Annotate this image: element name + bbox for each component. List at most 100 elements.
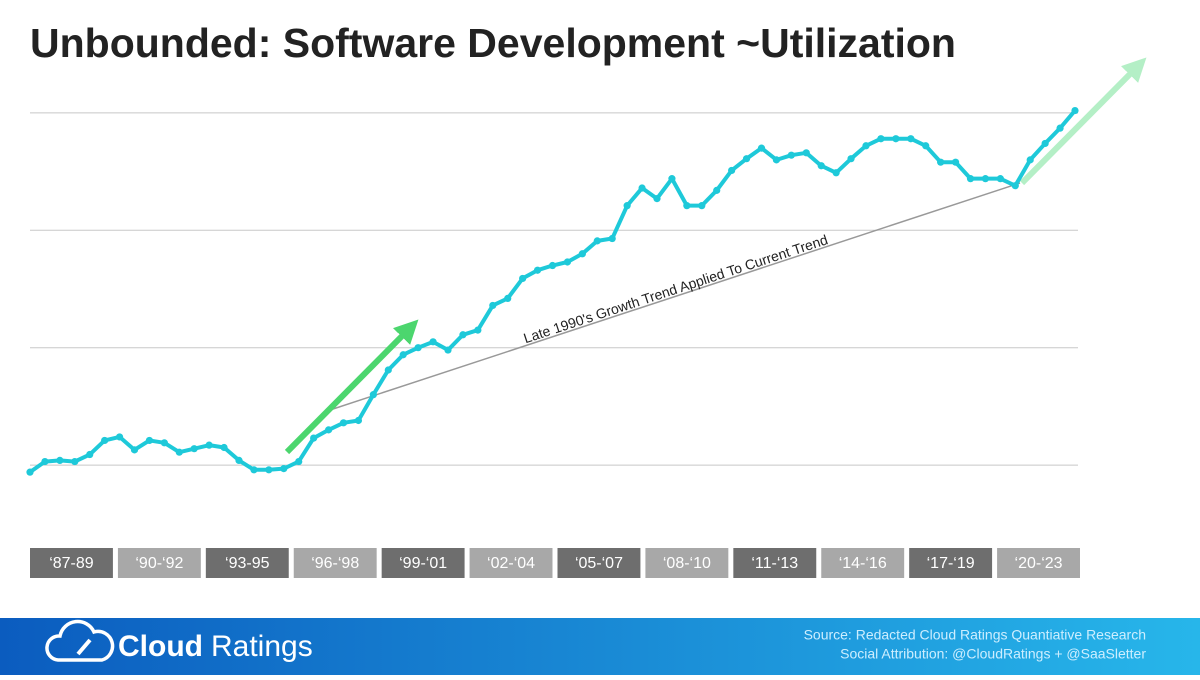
data-point (1041, 139, 1049, 148)
data-point (1071, 106, 1079, 115)
period-box (645, 548, 729, 578)
period-box (30, 548, 113, 578)
data-point (399, 351, 407, 359)
data-point (205, 441, 213, 449)
data-point (623, 202, 631, 210)
period-label: ‘08-‘10 (663, 555, 711, 572)
data-point (339, 419, 348, 427)
period-label: ‘93-95 (225, 555, 270, 572)
data-point (668, 175, 676, 183)
data-point (26, 468, 34, 476)
trend-line (329, 182, 1021, 411)
period-box (381, 548, 465, 578)
data-point (130, 446, 139, 454)
data-point (638, 184, 646, 192)
period-label: ‘11-‘13 (751, 555, 798, 572)
trend-arrow (1019, 57, 1147, 186)
data-point (922, 142, 930, 150)
data-point (369, 391, 377, 399)
data-point (160, 439, 168, 447)
source: Source: Redacted Cloud Ratings Quantiati… (804, 627, 1146, 643)
data-point (145, 436, 154, 445)
data-point (235, 456, 243, 465)
data-point (728, 166, 736, 175)
data-point (459, 331, 467, 339)
data-point (444, 346, 452, 354)
period-label: ‘96-‘98 (311, 555, 359, 572)
data-point (578, 250, 586, 258)
data-point (354, 416, 363, 425)
period-box (821, 548, 905, 578)
data-point (698, 202, 706, 210)
period-box (557, 548, 641, 578)
data-point (966, 175, 975, 183)
data-point (593, 237, 601, 245)
period-label: ‘14-‘16 (839, 555, 887, 572)
data-point (847, 155, 855, 163)
data-point (533, 266, 542, 274)
data-point (175, 448, 183, 456)
chart-title: Unbounded: Software Development ~Utiliza… (30, 20, 956, 66)
period-label: ‘02-‘04 (487, 555, 535, 572)
period-box (469, 548, 553, 578)
period-label: ‘90-‘92 (135, 555, 183, 572)
data-point (832, 169, 840, 177)
period-box (733, 548, 817, 578)
logo-icon (45, 619, 115, 662)
data-point (384, 366, 392, 374)
period-box (117, 548, 201, 578)
data-point (414, 344, 422, 352)
data-point (1056, 124, 1064, 132)
data-point (1026, 156, 1034, 164)
data-point (653, 195, 661, 203)
series-line (28, 109, 1077, 474)
brand: Cloud (118, 630, 203, 663)
data-point (280, 465, 288, 473)
data-point (683, 202, 691, 210)
period-label: ‘17-‘19 (927, 555, 975, 572)
data-point (787, 151, 795, 159)
period-box (997, 548, 1080, 578)
data-point (713, 186, 721, 194)
data-point (862, 142, 870, 150)
data-point (220, 443, 228, 452)
data-point (951, 158, 960, 166)
data-point (504, 294, 512, 302)
data-point (757, 144, 766, 152)
period-box (205, 548, 289, 578)
data-point (772, 156, 781, 164)
data-point (489, 301, 497, 310)
data-point (71, 457, 79, 466)
period-box (293, 548, 377, 578)
period-label: ‘87-89 (49, 555, 94, 572)
data-point (608, 234, 616, 243)
brand: Ratings (211, 630, 313, 663)
period-label: ‘20-‘23 (1015, 555, 1063, 572)
footer-band (0, 618, 1200, 675)
data-point (548, 261, 557, 270)
data-point (250, 466, 258, 474)
data-point (907, 135, 915, 143)
period-box (909, 548, 993, 578)
annotation: Late 1990's Growth Trend Applied To Curr… (521, 231, 829, 346)
data-point (265, 466, 273, 474)
data-point (892, 135, 900, 143)
data-point (996, 175, 1004, 183)
data-point (429, 338, 437, 346)
data-point (937, 158, 945, 166)
data-point (324, 426, 333, 434)
data-point (56, 456, 64, 465)
data-point (101, 436, 109, 445)
data-point (981, 175, 990, 183)
data-point (190, 445, 198, 453)
period-label: ‘99-‘01 (399, 555, 447, 572)
data-point (41, 457, 49, 466)
data-point (519, 274, 527, 283)
data-point (742, 155, 751, 163)
data-point (877, 135, 885, 143)
data-point (1011, 182, 1019, 190)
data-point (115, 433, 124, 441)
data-point (295, 457, 303, 466)
data-point (563, 258, 572, 266)
